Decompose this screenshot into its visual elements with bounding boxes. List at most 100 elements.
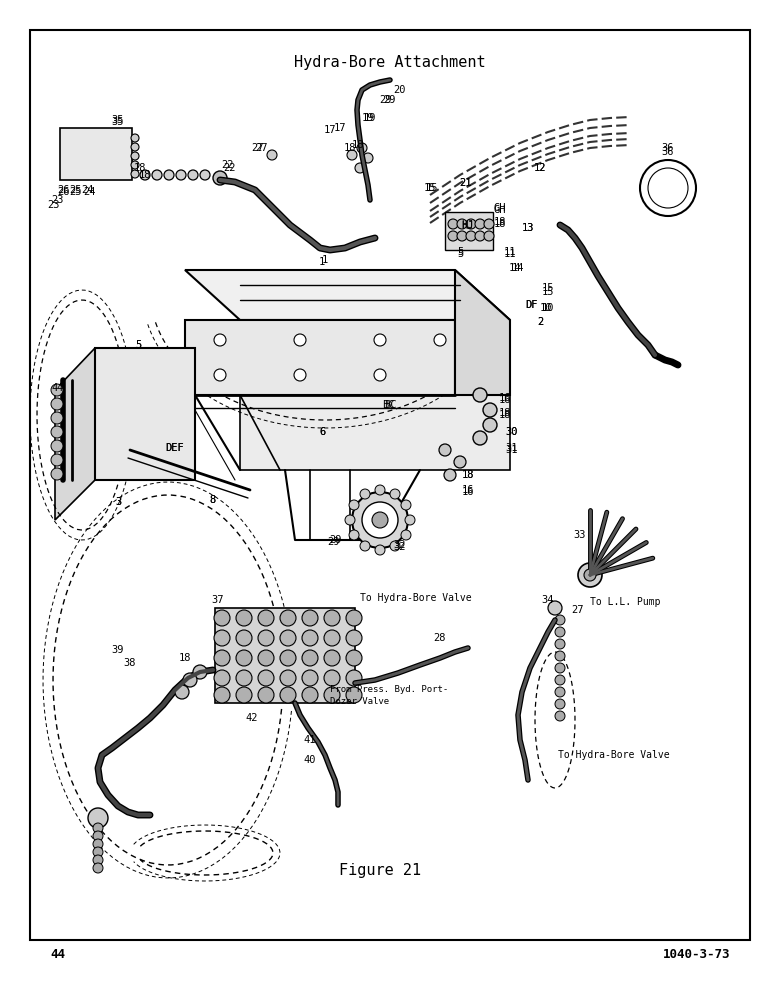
Text: 29: 29 [327, 537, 339, 547]
Circle shape [555, 651, 565, 661]
Circle shape [93, 831, 103, 841]
Text: 6: 6 [319, 427, 325, 437]
Text: 36: 36 [661, 143, 674, 153]
Text: 5: 5 [135, 340, 141, 350]
Text: 11: 11 [504, 249, 516, 259]
Text: 42: 42 [246, 713, 258, 723]
Circle shape [258, 630, 274, 646]
Text: 15: 15 [542, 287, 555, 297]
Circle shape [51, 454, 63, 466]
Circle shape [188, 170, 198, 180]
Circle shape [324, 687, 340, 703]
Circle shape [236, 630, 252, 646]
Circle shape [346, 630, 362, 646]
Text: 18: 18 [494, 219, 506, 229]
Circle shape [302, 670, 318, 686]
Text: 20: 20 [394, 85, 406, 95]
Text: 18: 18 [462, 470, 474, 480]
Text: 41: 41 [303, 735, 316, 745]
Text: 16: 16 [498, 395, 511, 405]
Circle shape [578, 563, 602, 587]
Text: 36: 36 [661, 147, 674, 157]
Text: 6: 6 [319, 427, 325, 437]
Text: 5: 5 [457, 249, 463, 259]
Circle shape [374, 334, 386, 346]
Circle shape [258, 687, 274, 703]
Text: 23: 23 [51, 195, 64, 205]
Text: To Hydra-Bore Valve: To Hydra-Bore Valve [360, 593, 472, 603]
Text: 32: 32 [394, 542, 406, 552]
Polygon shape [55, 348, 95, 520]
Bar [215, 608, 355, 703]
Text: HJ: HJ [462, 221, 474, 231]
Text: 18: 18 [344, 143, 356, 153]
Text: 5: 5 [457, 247, 463, 257]
Circle shape [357, 143, 367, 153]
Circle shape [93, 855, 103, 865]
Text: 32: 32 [394, 540, 406, 550]
Text: To L.L. Pump: To L.L. Pump [590, 597, 661, 607]
Text: 18: 18 [462, 470, 474, 480]
Text: 15: 15 [426, 183, 438, 193]
Text: 27: 27 [572, 605, 584, 615]
Circle shape [475, 231, 485, 241]
Bar [60, 128, 132, 180]
Text: 23: 23 [47, 200, 59, 210]
Circle shape [302, 650, 318, 666]
Text: BC: BC [381, 400, 394, 410]
Circle shape [280, 630, 296, 646]
Circle shape [294, 334, 306, 346]
Circle shape [363, 153, 373, 163]
Circle shape [236, 670, 252, 686]
Text: 4: 4 [52, 383, 58, 393]
Text: 24: 24 [83, 187, 95, 197]
Circle shape [555, 711, 565, 721]
Text: 18: 18 [139, 170, 151, 180]
Text: 18: 18 [133, 163, 147, 173]
Polygon shape [455, 270, 510, 395]
Circle shape [214, 610, 230, 626]
Circle shape [164, 170, 174, 180]
Text: 16: 16 [462, 485, 474, 495]
Text: 4: 4 [57, 383, 63, 393]
Text: 10: 10 [542, 303, 555, 313]
Circle shape [294, 369, 306, 381]
Text: 29: 29 [379, 95, 392, 105]
Circle shape [324, 610, 340, 626]
Circle shape [131, 161, 139, 169]
Circle shape [131, 134, 139, 142]
Text: DEF: DEF [165, 443, 184, 453]
Text: 40: 40 [303, 755, 316, 765]
Circle shape [280, 610, 296, 626]
Text: 2: 2 [537, 317, 543, 327]
Circle shape [258, 610, 274, 626]
Circle shape [213, 171, 227, 185]
Circle shape [51, 426, 63, 438]
Circle shape [360, 489, 370, 499]
Polygon shape [95, 348, 195, 480]
Text: 25: 25 [69, 187, 82, 197]
Circle shape [555, 675, 565, 685]
Text: 18: 18 [494, 217, 506, 227]
Circle shape [555, 639, 565, 649]
Text: 35: 35 [112, 117, 124, 127]
Text: 5: 5 [135, 340, 141, 350]
Circle shape [214, 369, 226, 381]
Text: Dozer Valve: Dozer Valve [330, 698, 389, 706]
Text: 37: 37 [211, 595, 225, 605]
Circle shape [258, 650, 274, 666]
Circle shape [131, 170, 139, 178]
Circle shape [347, 150, 357, 160]
Text: 18: 18 [498, 408, 511, 418]
Text: 18: 18 [352, 140, 364, 150]
Circle shape [434, 334, 446, 346]
Circle shape [324, 650, 340, 666]
Text: 10: 10 [540, 303, 552, 313]
Text: 2: 2 [537, 317, 543, 327]
Text: 33: 33 [574, 530, 587, 540]
Circle shape [448, 219, 458, 229]
Text: 30: 30 [505, 427, 518, 437]
Circle shape [548, 601, 562, 615]
Circle shape [131, 152, 139, 160]
Text: 14: 14 [512, 263, 524, 273]
